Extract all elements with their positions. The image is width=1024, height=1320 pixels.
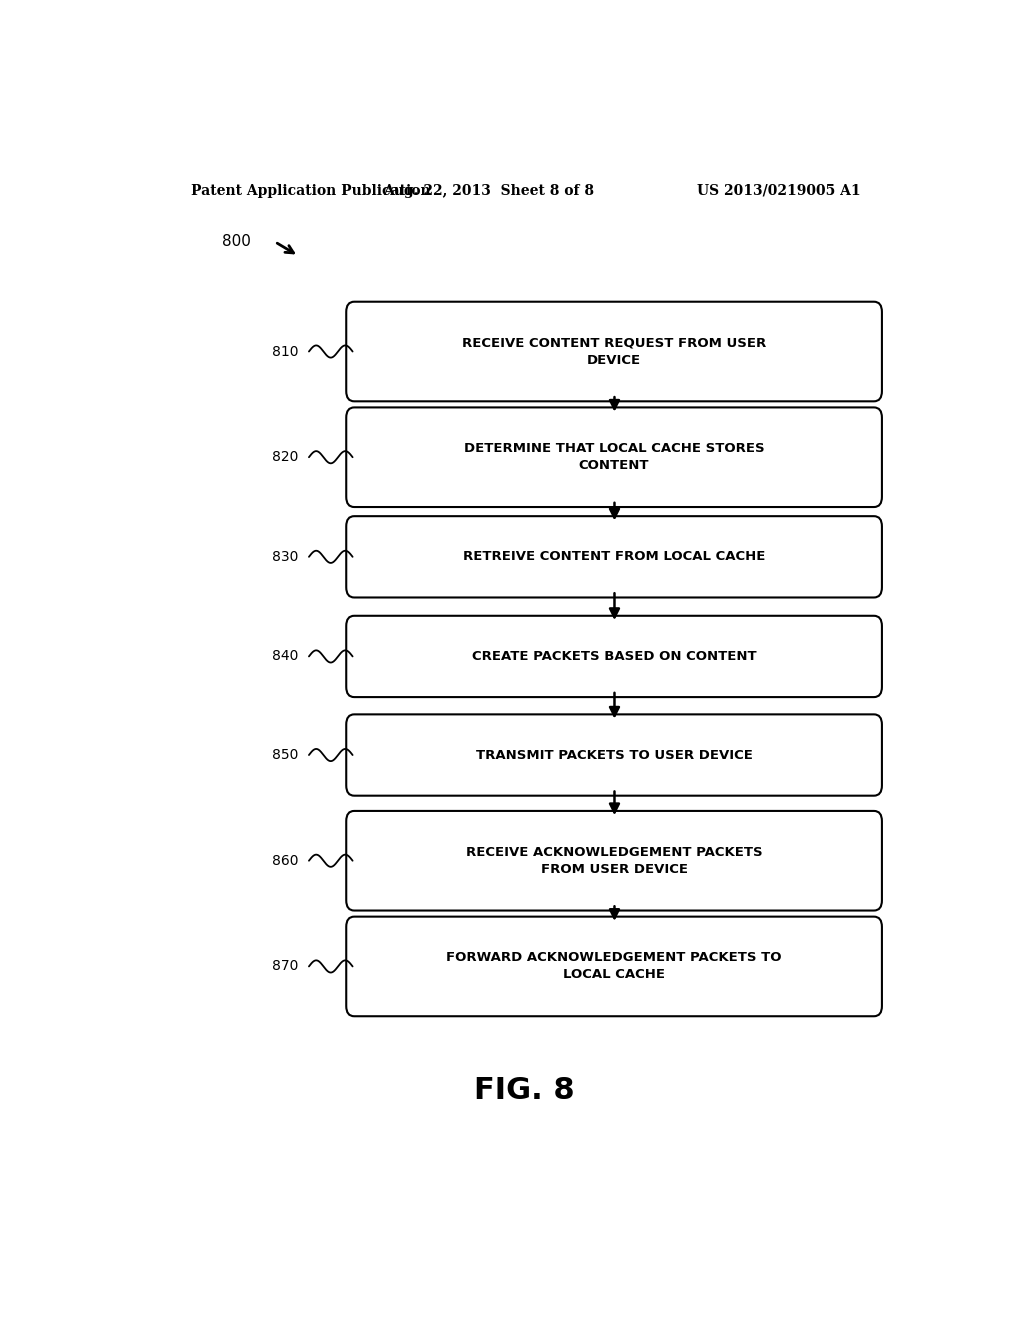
Text: RETREIVE CONTENT FROM LOCAL CACHE: RETREIVE CONTENT FROM LOCAL CACHE <box>463 550 765 564</box>
Text: 860: 860 <box>272 854 299 867</box>
Text: CREATE PACKETS BASED ON CONTENT: CREATE PACKETS BASED ON CONTENT <box>472 649 757 663</box>
Text: FIG. 8: FIG. 8 <box>474 1076 575 1105</box>
Text: 870: 870 <box>272 960 299 973</box>
FancyBboxPatch shape <box>346 616 882 697</box>
Text: RECEIVE CONTENT REQUEST FROM USER
DEVICE: RECEIVE CONTENT REQUEST FROM USER DEVICE <box>462 337 766 367</box>
Text: 830: 830 <box>272 550 299 564</box>
Text: Aug. 22, 2013  Sheet 8 of 8: Aug. 22, 2013 Sheet 8 of 8 <box>384 183 595 198</box>
Text: FORWARD ACKNOWLEDGEMENT PACKETS TO
LOCAL CACHE: FORWARD ACKNOWLEDGEMENT PACKETS TO LOCAL… <box>446 952 782 982</box>
FancyBboxPatch shape <box>346 408 882 507</box>
Text: 840: 840 <box>272 649 299 664</box>
FancyBboxPatch shape <box>346 810 882 911</box>
Text: 820: 820 <box>272 450 299 465</box>
FancyBboxPatch shape <box>346 516 882 598</box>
Text: RECEIVE ACKNOWLEDGEMENT PACKETS
FROM USER DEVICE: RECEIVE ACKNOWLEDGEMENT PACKETS FROM USE… <box>466 846 763 875</box>
Text: Patent Application Publication: Patent Application Publication <box>191 183 431 198</box>
FancyBboxPatch shape <box>346 714 882 796</box>
FancyBboxPatch shape <box>346 916 882 1016</box>
FancyBboxPatch shape <box>346 302 882 401</box>
Text: 850: 850 <box>272 748 299 762</box>
Text: DETERMINE THAT LOCAL CACHE STORES
CONTENT: DETERMINE THAT LOCAL CACHE STORES CONTEN… <box>464 442 764 473</box>
Text: TRANSMIT PACKETS TO USER DEVICE: TRANSMIT PACKETS TO USER DEVICE <box>475 748 753 762</box>
Text: 810: 810 <box>272 345 299 359</box>
Text: US 2013/0219005 A1: US 2013/0219005 A1 <box>697 183 860 198</box>
Text: 800: 800 <box>222 234 251 249</box>
